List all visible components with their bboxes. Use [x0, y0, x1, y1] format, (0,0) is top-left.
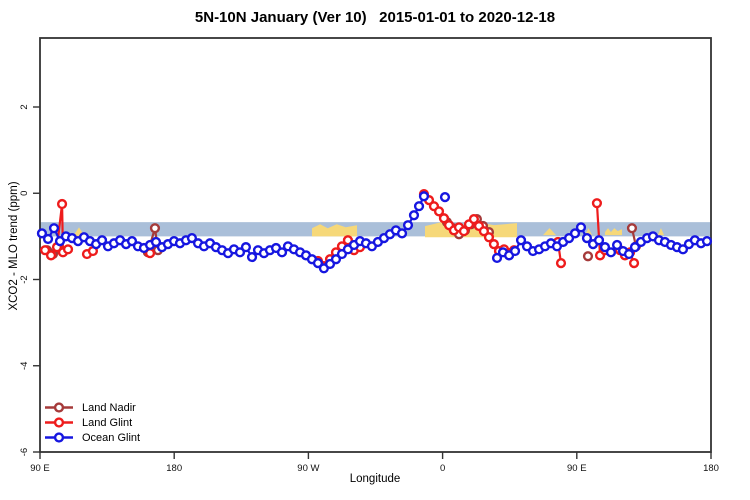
highlight-patch [657, 228, 665, 236]
y-tick-label: 2 [19, 104, 30, 109]
highlight-patch [604, 228, 622, 236]
series-ocean-glint-point [491, 252, 503, 264]
series-ocean-glint-point [581, 233, 593, 244]
x-tick-label: 180 [166, 463, 182, 474]
x-tick-label: 90 E [30, 463, 50, 474]
x-tick-label: 90 W [297, 463, 319, 474]
legend-item-ocean-glint: Ocean Glint [44, 430, 140, 445]
highlight-patch [542, 228, 557, 236]
highlight-patch [311, 224, 358, 237]
chart-title: 5N-10N January (Ver 10) 2015-01-01 to 20… [194, 9, 556, 26]
legend-marker-icon [45, 402, 73, 413]
series-land-glint-point [56, 198, 68, 210]
legend-marker-icon [45, 417, 73, 428]
x-tick-label: 180 [703, 463, 719, 474]
legend-label: Ocean Glint [82, 431, 141, 444]
series-land-glint-point [438, 213, 450, 224]
series-land-glint-point [458, 226, 470, 237]
series-ocean-glint-point [312, 258, 324, 269]
series-land-glint-point [488, 239, 499, 250]
legend-marker-icon [45, 432, 73, 443]
x-axis-label: Longitude [349, 473, 401, 485]
legend: Land Nadir Land Glint Ocean Glint [44, 400, 140, 445]
series-ocean-glint-point [677, 244, 689, 255]
legend-label: Land Nadir [82, 401, 136, 414]
series-ocean-glint-point [276, 247, 288, 258]
plot-border [39, 37, 712, 453]
series-ocean-glint-point [605, 247, 617, 258]
series-ocean-glint-point [402, 220, 414, 231]
series-land-glint-point [555, 258, 567, 269]
series-ocean-glint-point [623, 248, 635, 260]
series-ocean-glint-point [234, 247, 246, 258]
series-ocean-glint-point [611, 239, 623, 251]
series-ocean-glint-point [126, 236, 138, 247]
series-ocean-glint-point [509, 245, 521, 257]
x-tick-label: 90 E [567, 463, 587, 474]
series-ocean-glint-point [48, 223, 60, 234]
y-axis-label: XCO2 - MLO trend (ppm) [8, 181, 20, 311]
series-ocean-glint-point [413, 201, 425, 212]
series-land-glint-point [45, 250, 57, 261]
series-ocean-glint-point [330, 254, 342, 265]
series-land-glint-point [433, 206, 445, 217]
series-ocean-glint-point [396, 228, 408, 239]
series-ocean-glint-point [701, 236, 713, 247]
y-tick-label: -4 [19, 362, 30, 370]
series-ocean-glint-point [418, 191, 430, 202]
legend-item-land-glint: Land Glint [44, 415, 140, 430]
series-ocean-glint-point [599, 242, 611, 253]
y-tick-label: -2 [19, 275, 30, 283]
series-ocean-glint-point [42, 233, 54, 245]
series-ocean-glint-point [96, 235, 108, 246]
y-tick-label: -6 [19, 448, 30, 456]
series-ocean-glint-point [515, 235, 527, 246]
series-ocean-glint-point [36, 228, 48, 239]
series-ocean-glint-point [439, 192, 451, 203]
legend-label: Land Glint [82, 416, 133, 429]
series-ocean-glint-point [408, 210, 420, 221]
series-land-nadir-point [626, 223, 638, 234]
series-ocean-glint-point [629, 242, 641, 253]
series-ocean-glint-point [593, 235, 605, 246]
series-ocean-glint-point [569, 228, 581, 239]
series-ocean-glint-point [246, 251, 258, 263]
series-land-glint-point [628, 258, 640, 269]
series-land-glint-point [591, 198, 603, 209]
series-ocean-glint-point [186, 233, 198, 244]
series-land-glint-point [62, 244, 74, 255]
series-land-nadir-point [149, 223, 161, 234]
series-ocean-glint-point [240, 242, 252, 253]
series-land-nadir-point [582, 251, 594, 262]
reference-band [40, 222, 711, 237]
x-tick-label: 0 [440, 463, 445, 474]
series-land-glint-point [39, 245, 51, 256]
series-ocean-glint-point [575, 222, 587, 233]
y-tick-label: 0 [19, 191, 30, 196]
legend-item-land-nadir: Land Nadir [44, 400, 140, 415]
series-land-glint-point [478, 226, 490, 237]
series-ocean-glint-point [150, 236, 162, 248]
series-land-glint-point [483, 232, 495, 243]
series-land-glint-point [468, 214, 480, 225]
